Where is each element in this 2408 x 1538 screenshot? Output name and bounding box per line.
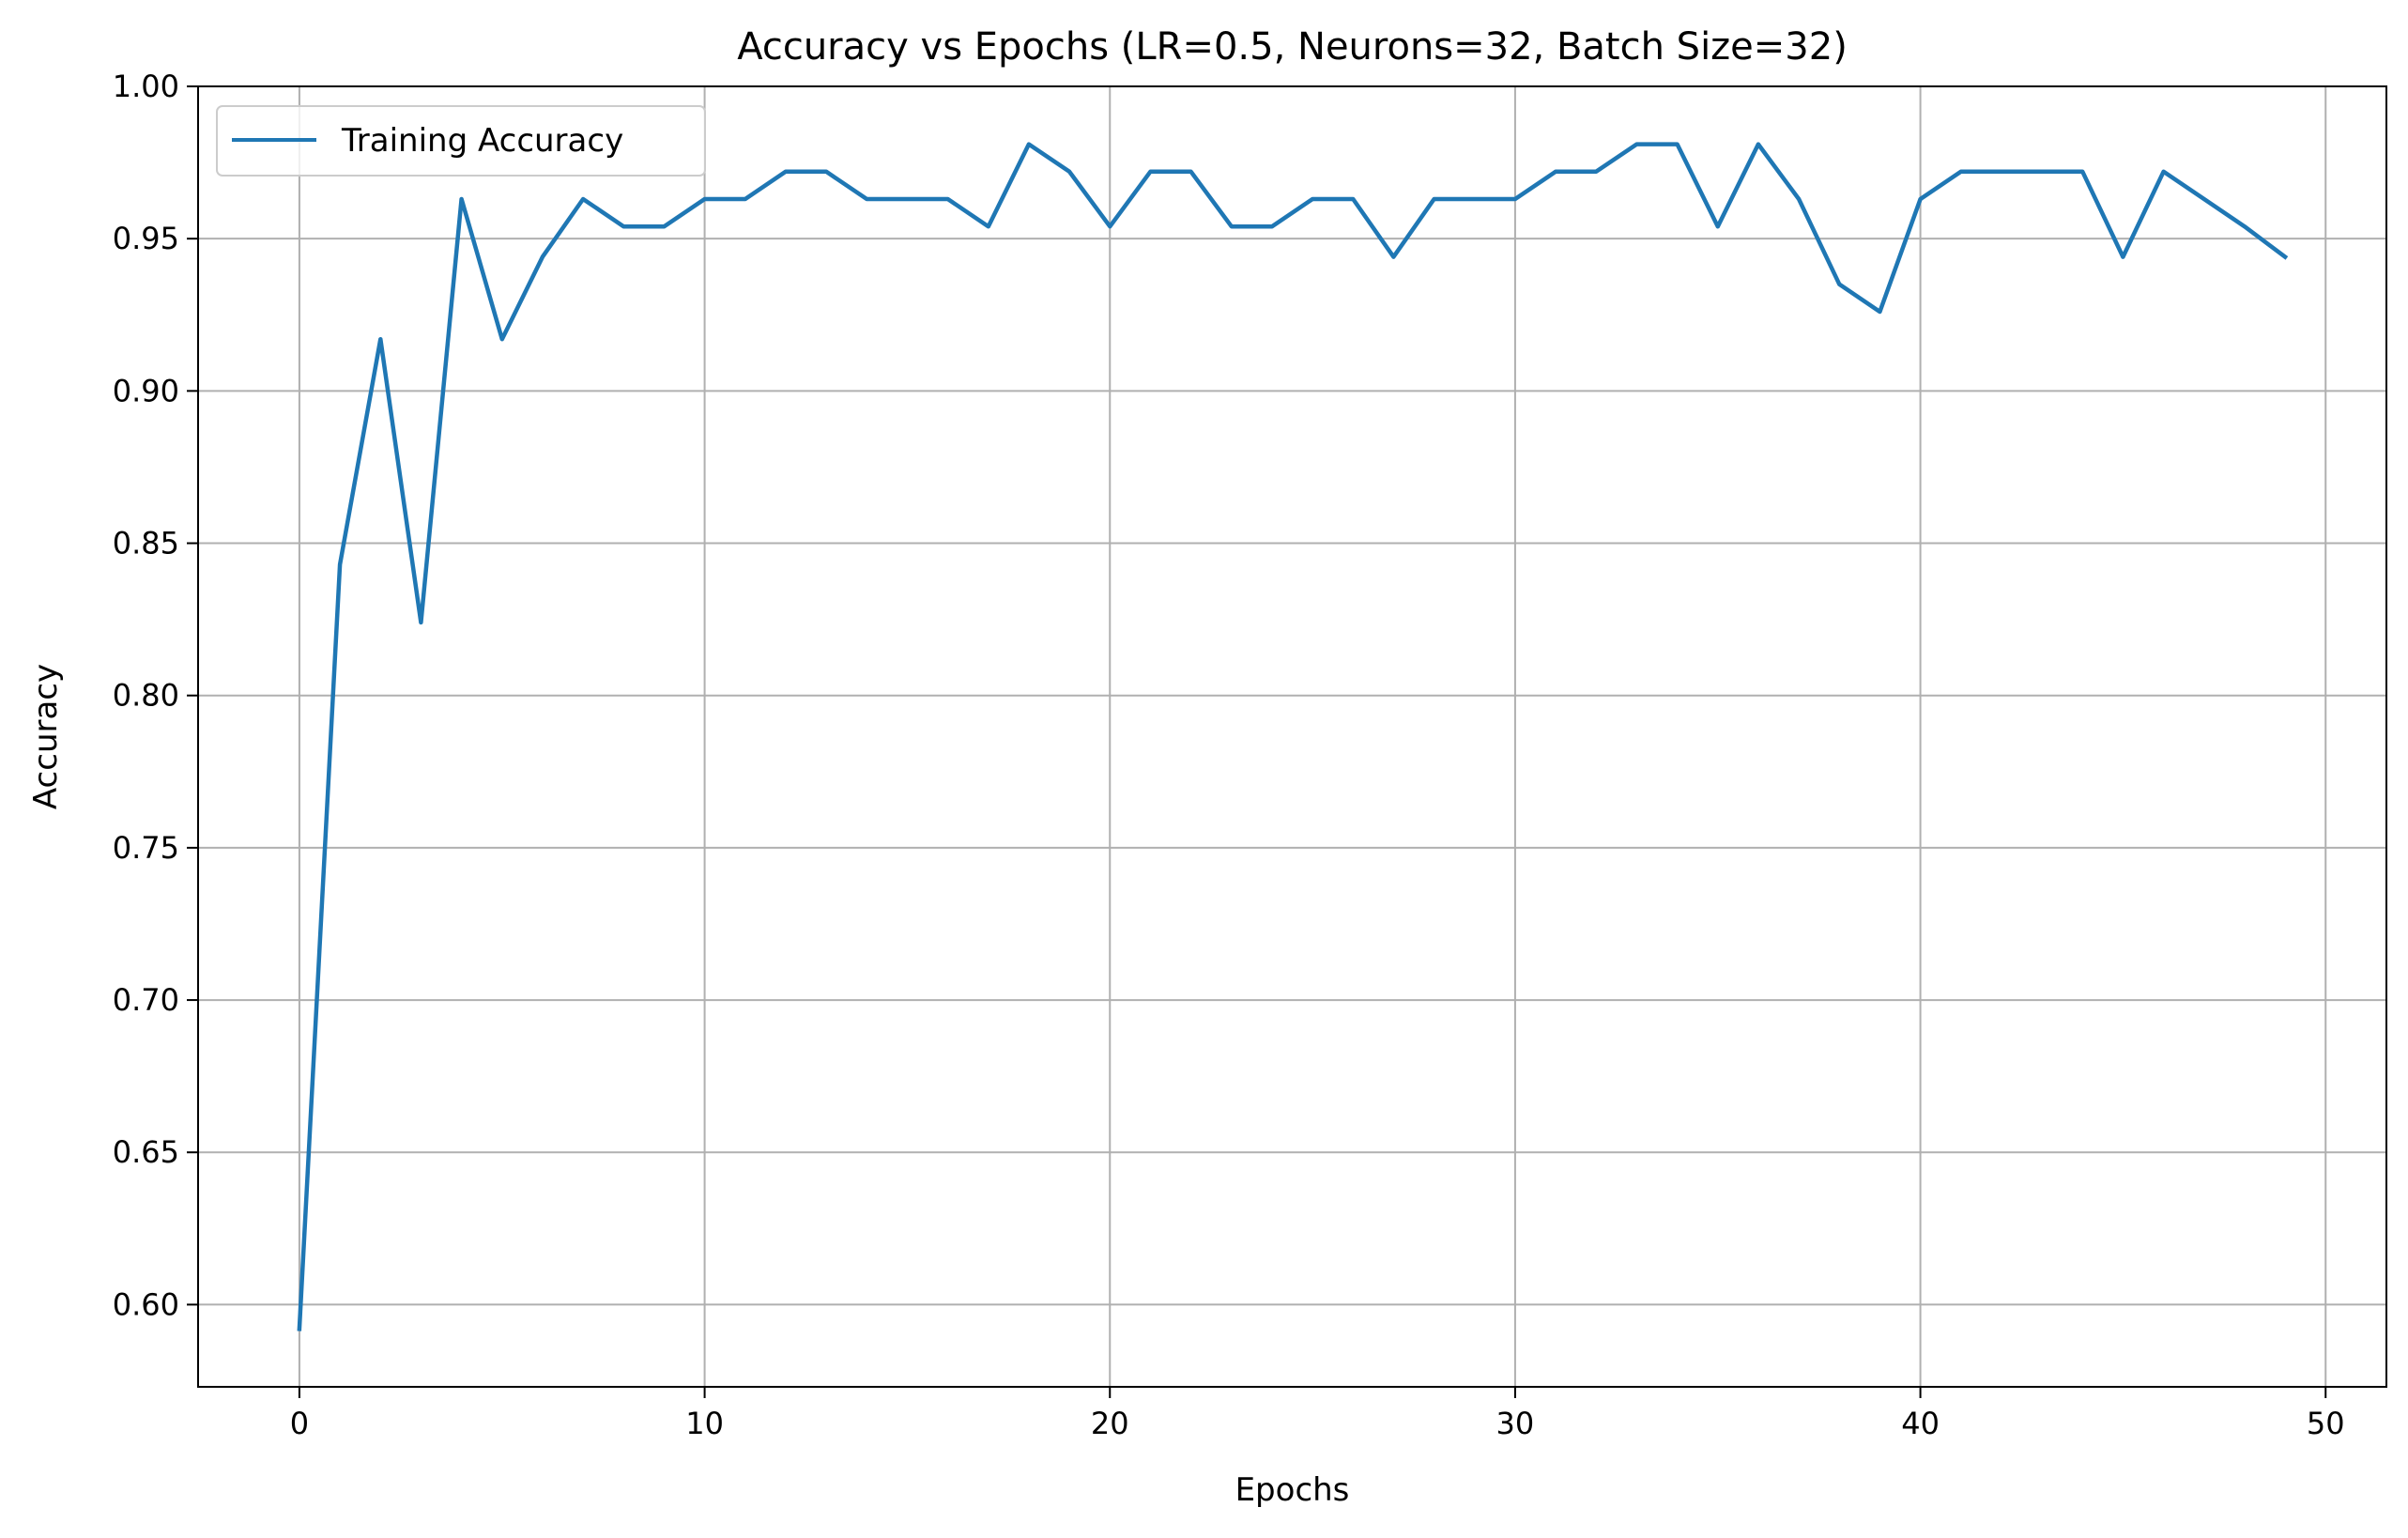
x-tick-label: 30 (1496, 1406, 1535, 1441)
y-tick-label: 0.70 (113, 982, 179, 1018)
x-axis-label: Epochs (1235, 1471, 1350, 1509)
y-tick-label: 0.65 (113, 1134, 179, 1170)
legend-entry-training-accuracy: Training Accuracy (341, 122, 623, 160)
x-tick-label: 0 (290, 1406, 309, 1441)
x-tick-label: 20 (1091, 1406, 1129, 1441)
legend-box (216, 105, 706, 177)
x-tick-label: 10 (685, 1406, 724, 1441)
x-tick-label: 40 (1901, 1406, 1940, 1441)
chart-title: Accuracy vs Epochs (LR=0.5, Neurons=32, … (737, 25, 1848, 69)
series-layer (297, 142, 2289, 1331)
y-tick-label: 0.95 (113, 221, 179, 256)
series-line-training-accuracy (297, 142, 2289, 1331)
x-tick-label: 50 (2307, 1406, 2345, 1441)
y-tick-label: 0.85 (113, 526, 179, 561)
ticks: 0 10 20 30 40 50 0.60 0.65 0.70 0.75 0.80 0.85 0.90 0… (113, 69, 2345, 1441)
grid (198, 85, 2386, 1387)
legend: Training Accuracy (216, 105, 706, 177)
y-axis-label: Accuracy (27, 664, 65, 809)
y-tick-label: 0.60 (113, 1286, 179, 1322)
y-tick-label: 0.90 (113, 373, 179, 408)
plot-frame (197, 85, 2387, 1388)
y-tick-label: 0.75 (113, 830, 179, 866)
y-tick-label: 1.00 (113, 69, 179, 104)
y-tick-label: 0.80 (113, 678, 179, 714)
